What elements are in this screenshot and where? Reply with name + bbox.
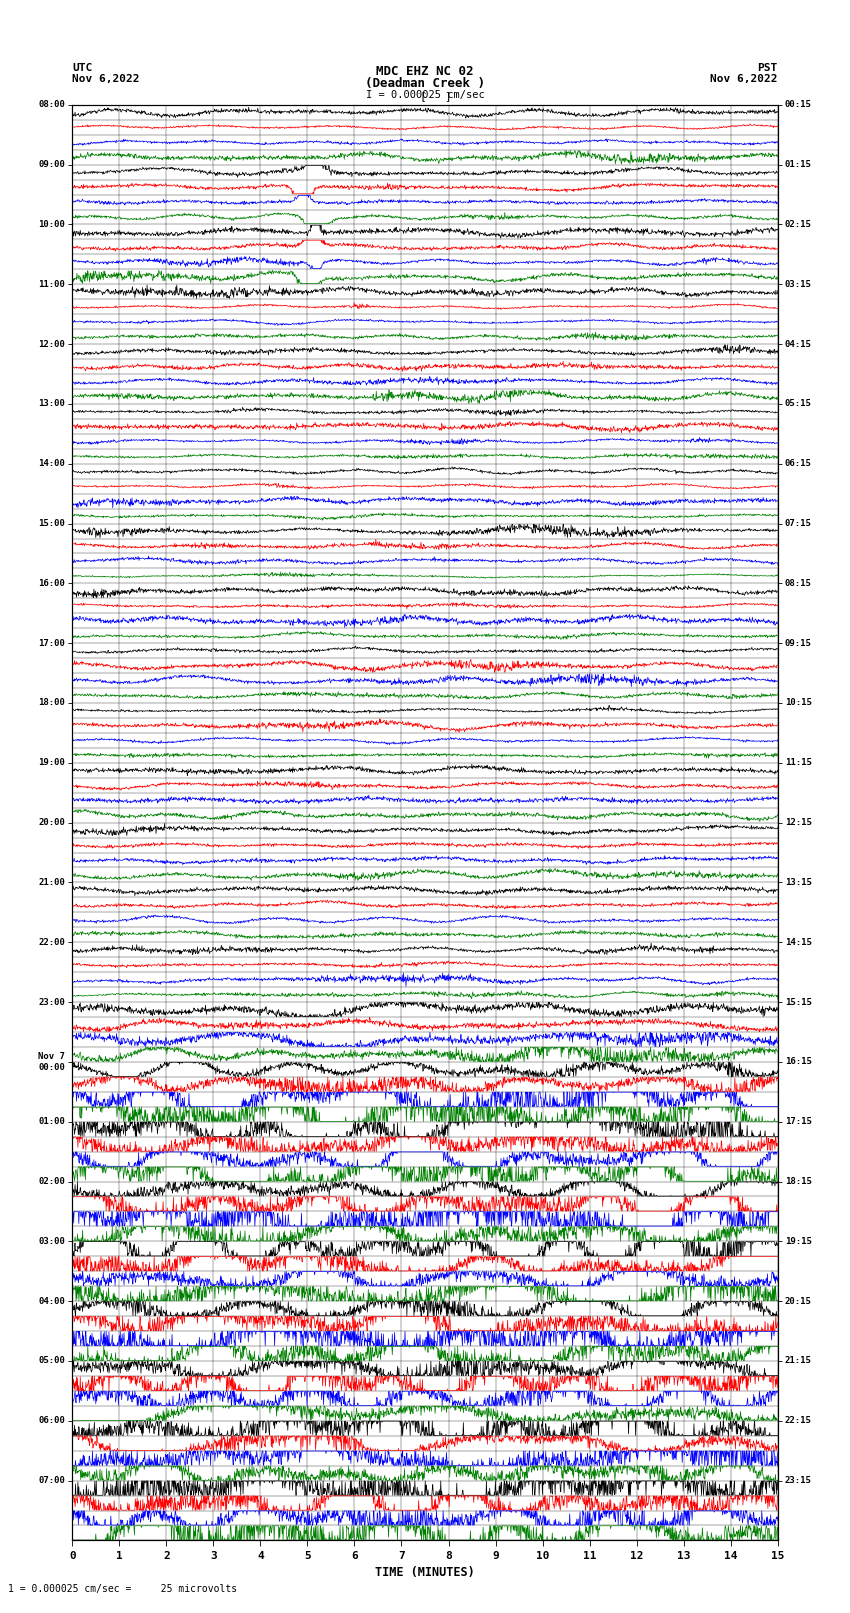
Text: 1 = 0.000025 cm/sec =     25 microvolts: 1 = 0.000025 cm/sec = 25 microvolts bbox=[8, 1584, 238, 1594]
Text: MDC EHZ NC 02: MDC EHZ NC 02 bbox=[377, 65, 473, 77]
Text: [: [ bbox=[419, 90, 426, 100]
Text: Nov 6,2022: Nov 6,2022 bbox=[72, 74, 139, 84]
Text: (Deadman Creek ): (Deadman Creek ) bbox=[365, 76, 485, 90]
Text: ]: ] bbox=[445, 90, 451, 100]
Text: I = 0.000025 cm/sec: I = 0.000025 cm/sec bbox=[366, 90, 484, 100]
Text: Nov 6,2022: Nov 6,2022 bbox=[711, 74, 778, 84]
Text: PST: PST bbox=[757, 63, 778, 73]
X-axis label: TIME (MINUTES): TIME (MINUTES) bbox=[375, 1566, 475, 1579]
Text: UTC: UTC bbox=[72, 63, 93, 73]
